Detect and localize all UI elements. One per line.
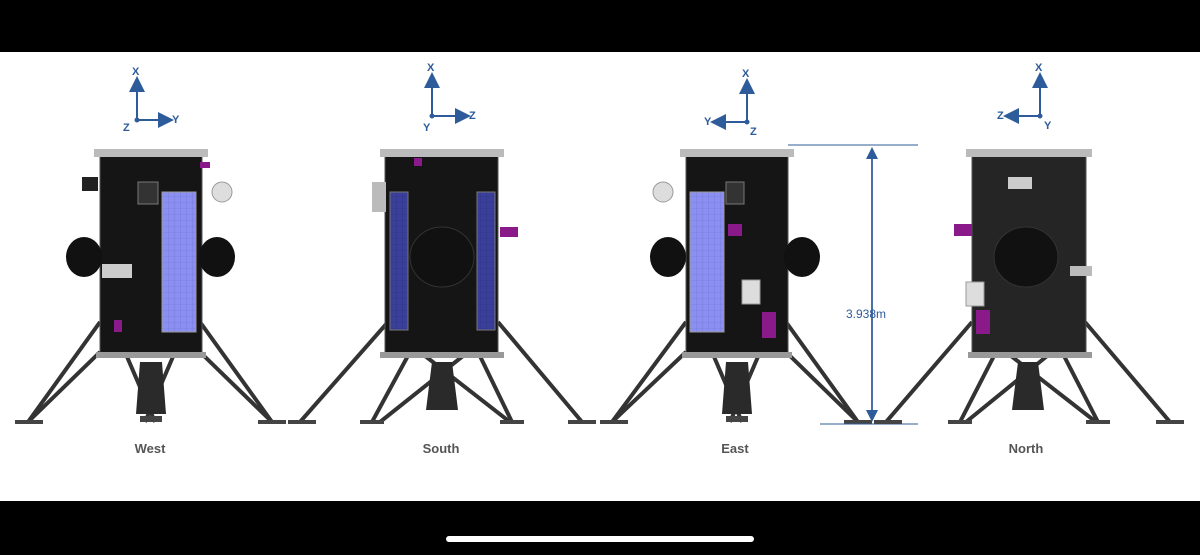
height-dimension-label: 3.938m <box>846 307 887 321</box>
north-axis-left-label: Z <box>997 110 1004 122</box>
east-axis-origin-label: Z <box>750 126 757 138</box>
top-black-bar <box>0 0 1200 52</box>
east-axis-left-label: Y <box>704 116 712 128</box>
north-axis-up-label: X <box>1035 62 1043 74</box>
diagram-graphics <box>15 72 1184 425</box>
south-axis-origin-label: Y <box>423 122 431 134</box>
north-axis-triad <box>1003 72 1048 124</box>
west-lander <box>15 76 286 424</box>
north-lander <box>874 72 1184 424</box>
west-axis-triad <box>129 76 174 128</box>
south-lander <box>288 72 596 424</box>
south-axis-triad <box>424 72 471 124</box>
west-axis-up-label: X <box>132 66 140 78</box>
south-axis-up-label: X <box>427 62 435 74</box>
west-axis-right-label: Y <box>172 114 180 126</box>
east-axis-triad <box>710 78 755 130</box>
east-axis-up-label: X <box>742 68 750 80</box>
bottom-black-bar <box>0 501 1200 555</box>
view-label-north: North <box>1008 441 1044 456</box>
lander-diagram: X Y Z X Z Y X Y Z X Z Y 3.938m West Sout… <box>0 52 1200 501</box>
view-label-west: West <box>134 441 166 456</box>
south-legs <box>298 320 584 424</box>
east-lander <box>600 78 918 425</box>
view-label-south: South <box>422 441 460 456</box>
view-label-east: East <box>721 441 749 456</box>
west-axis-origin-label: Z <box>123 122 130 134</box>
height-dimension-line <box>788 144 918 425</box>
south-axis-right-label: Z <box>469 110 476 122</box>
home-indicator[interactable] <box>446 536 754 542</box>
north-axis-origin-label: Y <box>1044 120 1052 132</box>
